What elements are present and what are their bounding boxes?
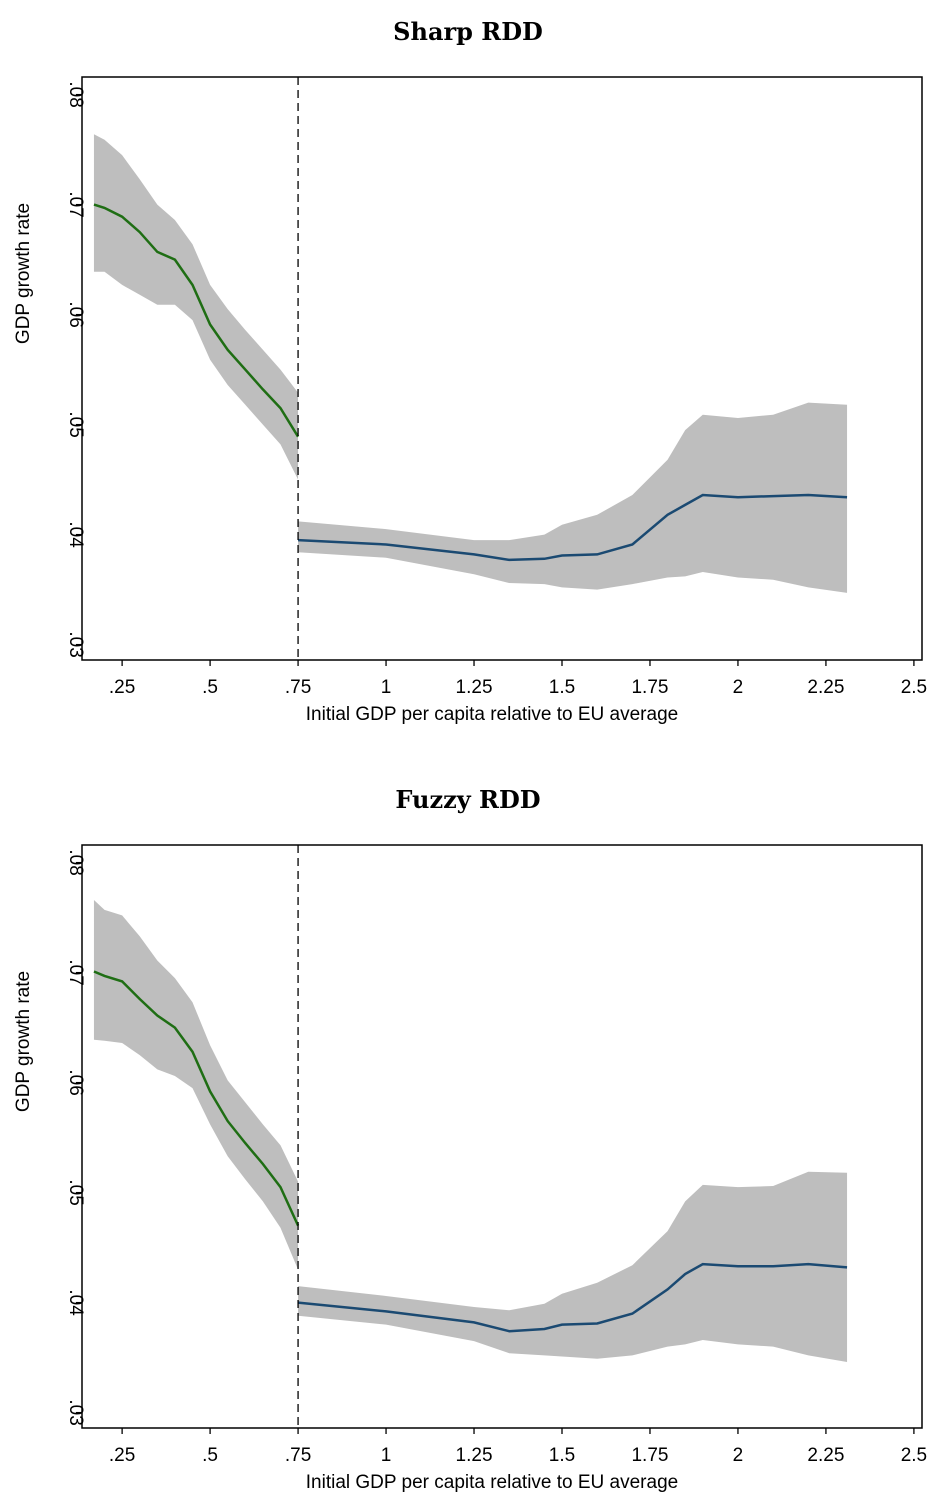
x-tick-label: 2.5 [901,677,927,698]
fit-line [297,1262,848,1333]
x-axis-label: Initial GDP per capita relative to EU av… [306,704,678,725]
y-tick-label: .05 [65,1179,86,1205]
plot-frame [81,76,923,661]
x-tick-label: .75 [285,677,311,698]
chart-title: Fuzzy RDD [395,785,540,814]
x-tick-label: 2.25 [807,677,844,698]
x-tick-label: .75 [285,1445,311,1466]
y-tick-label: .03 [65,631,86,657]
confidence-band [298,1171,848,1362]
x-tick-label: 1 [381,677,392,698]
y-tick-label: .07 [65,959,86,985]
y-tick-label: .06 [65,301,86,327]
fit-line [93,970,300,1227]
x-tick-label: 1.5 [549,677,575,698]
fit-line [298,493,848,562]
x-tick-label: 2.25 [807,1445,844,1466]
y-tick-label: .08 [65,849,86,875]
y-tick-label: .05 [65,411,86,437]
x-tick-label: 1.5 [549,1445,575,1466]
y-axis-label: GDP growth rate [13,203,34,344]
x-tick-label: .25 [109,1445,135,1466]
confidence-band [93,900,299,1270]
y-tick-label: .08 [65,81,86,107]
x-tick-label: 2.5 [901,1445,927,1466]
x-tick-label: 1.75 [631,677,668,698]
x-tick-label: 1 [381,1445,392,1466]
fit-line [93,203,300,438]
x-tick-label: 2 [733,1445,744,1466]
y-axis-label: GDP growth rate [13,971,34,1112]
x-tick-label: 1.25 [456,1445,493,1466]
confidence-band [93,134,299,480]
x-tick-label: 2 [733,677,744,698]
x-tick-label: 1.25 [456,677,493,698]
y-tick-label: .04 [65,521,86,548]
x-tick-label: .5 [202,677,218,698]
plot-frame [81,844,923,1429]
y-tick-label: .04 [65,1289,86,1316]
y-tick-label: .03 [65,1399,86,1425]
chart-title: Sharp RDD [393,17,543,46]
y-tick-label: .06 [65,1069,86,1095]
y-tick-label: .07 [65,191,86,217]
confidence-band [298,402,848,593]
x-tick-label: .5 [202,1445,218,1466]
x-tick-label: 1.75 [631,1445,668,1466]
x-tick-label: .25 [109,677,135,698]
x-axis-label: Initial GDP per capita relative to EU av… [306,1472,678,1493]
